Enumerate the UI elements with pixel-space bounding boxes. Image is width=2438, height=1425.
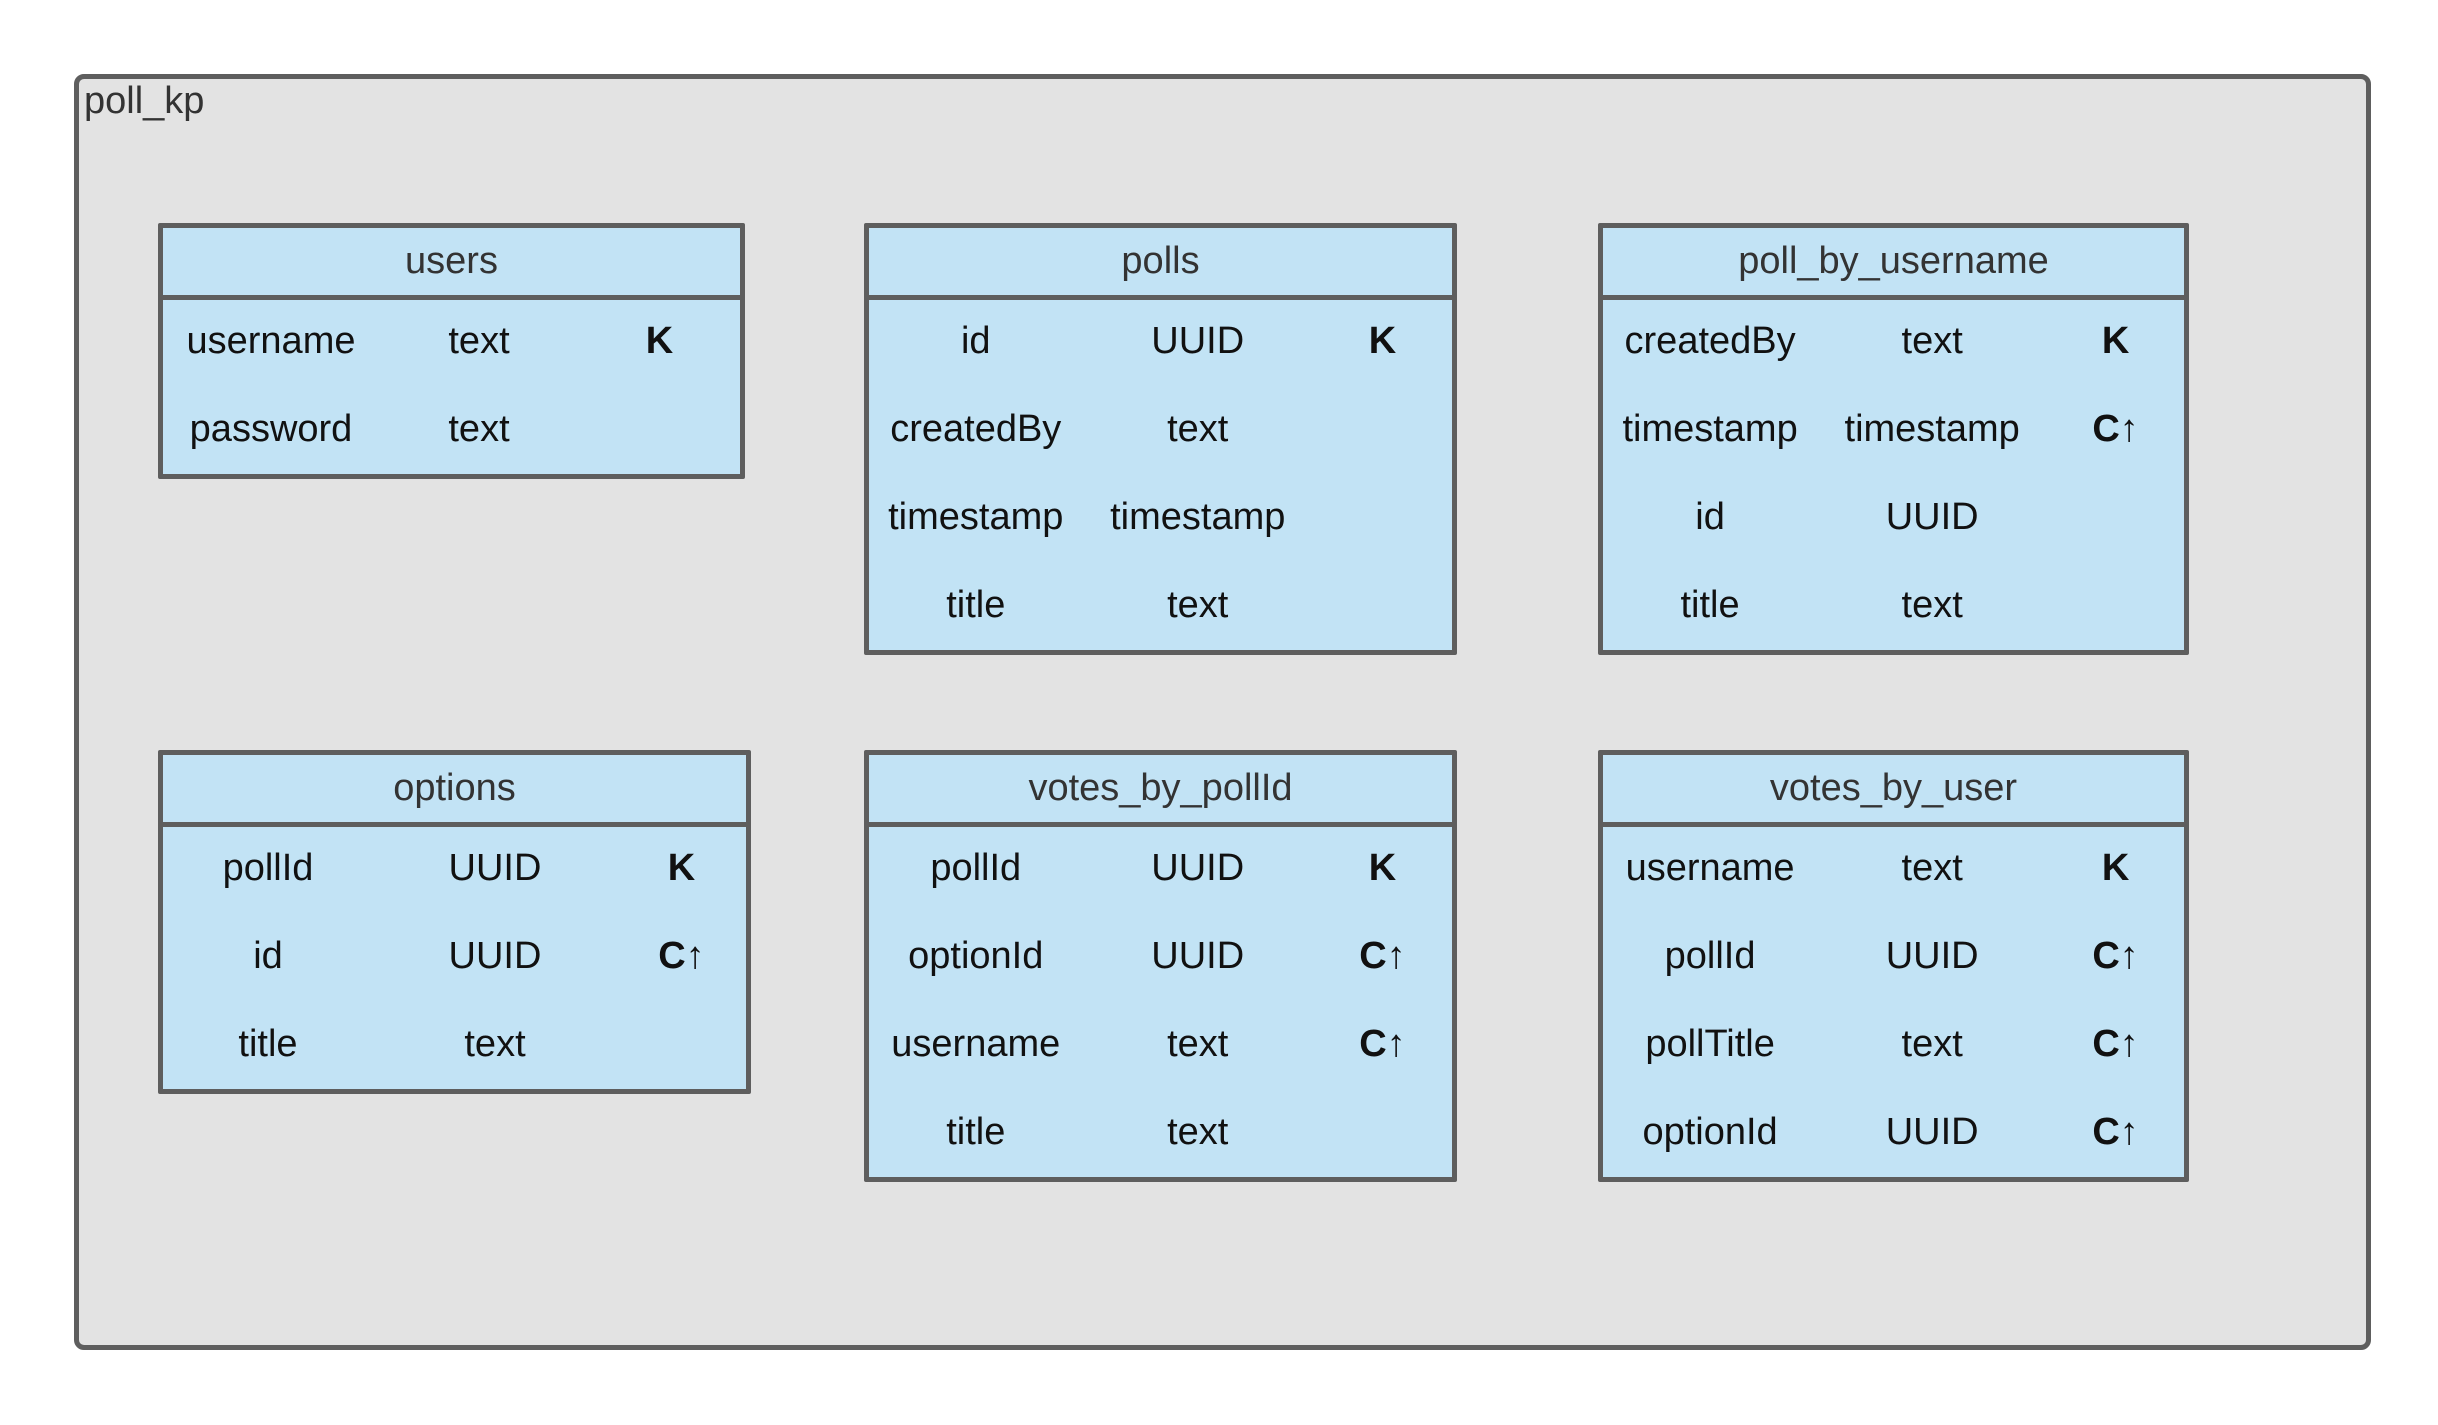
column-name: title <box>238 1023 298 1065</box>
column-type: UUID <box>1885 496 1979 538</box>
column-row: optionId UUID C↑ <box>1603 1109 2184 1197</box>
column-key: K <box>2101 320 2130 362</box>
column-row: pollId UUID K <box>163 845 746 933</box>
column-type: text <box>1167 408 1229 450</box>
column-type: UUID <box>1151 847 1245 889</box>
column-key: C↑ <box>2092 1111 2139 1153</box>
column-type: text <box>1901 320 1963 362</box>
column-row: password text <box>163 406 740 494</box>
column-row: pollId UUID C↑ <box>1603 933 2184 1021</box>
column-row: username text C↑ <box>869 1021 1452 1109</box>
column-name: timestamp <box>888 496 1064 538</box>
column-type: text <box>448 320 510 362</box>
column-name: pollId <box>930 847 1022 889</box>
column-key: K <box>1368 847 1397 889</box>
column-type: timestamp <box>1110 496 1286 538</box>
column-row: id UUID K <box>869 318 1452 406</box>
column-row: id UUID C↑ <box>163 933 746 1021</box>
table-poll-by-username[interactable]: poll_by_username createdBy text K timest… <box>1598 223 2189 655</box>
table-title: polls <box>869 228 1452 300</box>
column-name: username <box>1625 847 1795 889</box>
table-votes-by-pollid[interactable]: votes_by_pollId pollId UUID K optionId U… <box>864 750 1457 1182</box>
column-type: UUID <box>1885 1111 1979 1153</box>
column-key: K <box>2101 847 2130 889</box>
column-row: optionId UUID C↑ <box>869 933 1452 1021</box>
table-title: votes_by_pollId <box>869 755 1452 827</box>
column-row: pollTitle text C↑ <box>1603 1021 2184 1109</box>
column-name: pollId <box>222 847 314 889</box>
column-type: UUID <box>1151 320 1245 362</box>
column-type: UUID <box>448 847 542 889</box>
column-type: text <box>1167 1023 1229 1065</box>
column-row: createdBy text <box>869 406 1452 494</box>
column-row: timestamp timestamp C↑ <box>1603 406 2184 494</box>
column-name: pollTitle <box>1645 1023 1775 1065</box>
column-row: timestamp timestamp <box>869 494 1452 582</box>
column-name: id <box>960 320 991 362</box>
column-type: UUID <box>1151 935 1245 977</box>
column-row: title text <box>1603 582 2184 670</box>
column-type: text <box>464 1023 526 1065</box>
column-type: timestamp <box>1844 408 2020 450</box>
column-name: createdBy <box>1624 320 1796 362</box>
column-name: optionId <box>1642 1111 1778 1153</box>
column-row: title text <box>869 1109 1452 1197</box>
table-title: poll_by_username <box>1603 228 2184 300</box>
table-title: options <box>163 755 746 827</box>
column-name: username <box>891 1023 1061 1065</box>
column-type: text <box>1167 584 1229 626</box>
column-key: K <box>667 847 696 889</box>
column-type: text <box>1901 1023 1963 1065</box>
column-key: C↑ <box>2092 408 2139 450</box>
column-name: timestamp <box>1622 408 1798 450</box>
column-row: id UUID <box>1603 494 2184 582</box>
column-type: UUID <box>448 935 542 977</box>
column-name: title <box>946 1111 1006 1153</box>
table-options[interactable]: options pollId UUID K id UUID C↑ title t… <box>158 750 751 1094</box>
column-row: title text <box>163 1021 746 1109</box>
column-row: username text K <box>1603 845 2184 933</box>
column-type: text <box>448 408 510 450</box>
column-key: K <box>645 320 674 362</box>
table-votes-by-user[interactable]: votes_by_user username text K pollId UUI… <box>1598 750 2189 1182</box>
column-key: K <box>1368 320 1397 362</box>
column-key: C↑ <box>658 935 705 977</box>
column-name: password <box>189 408 353 450</box>
column-name: pollId <box>1664 935 1756 977</box>
table-title: votes_by_user <box>1603 755 2184 827</box>
table-title: users <box>163 228 740 300</box>
column-name: title <box>1680 584 1740 626</box>
column-type: text <box>1167 1111 1229 1153</box>
keyspace-label: poll_kp <box>84 80 205 122</box>
table-users[interactable]: users username text K password text <box>158 223 745 479</box>
column-name: title <box>946 584 1006 626</box>
table-polls[interactable]: polls id UUID K createdBy text timestamp… <box>864 223 1457 655</box>
column-name: id <box>253 935 283 977</box>
column-name: id <box>1695 496 1725 538</box>
column-type: text <box>1901 584 1963 626</box>
column-row: username text K <box>163 318 740 406</box>
column-name: createdBy <box>890 408 1062 450</box>
column-key: C↑ <box>2092 1023 2139 1065</box>
column-row: createdBy text K <box>1603 318 2184 406</box>
column-row: title text <box>869 582 1452 670</box>
column-key: C↑ <box>1359 935 1406 977</box>
column-type: UUID <box>1885 935 1979 977</box>
column-name: optionId <box>908 935 1044 977</box>
column-key: C↑ <box>2092 935 2139 977</box>
column-name: username <box>186 320 356 362</box>
column-key: C↑ <box>1359 1023 1406 1065</box>
column-row: pollId UUID K <box>869 845 1452 933</box>
column-type: text <box>1901 847 1963 889</box>
